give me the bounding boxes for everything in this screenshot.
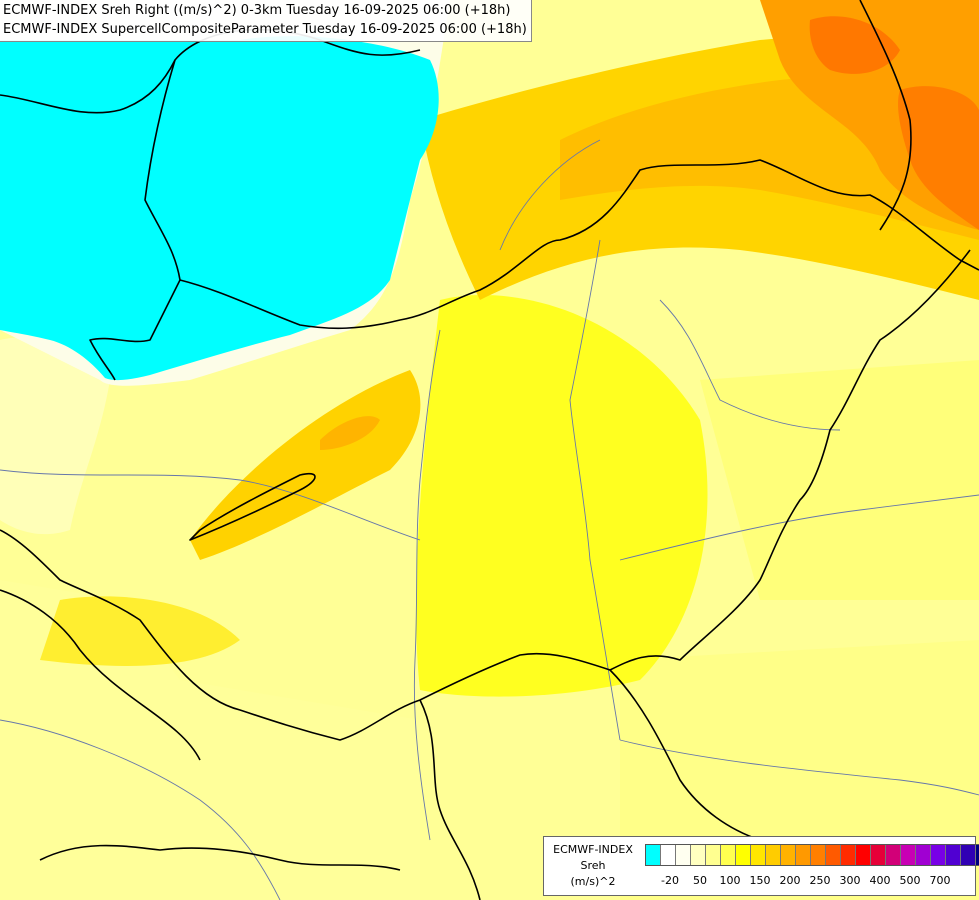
legend-swatch bbox=[811, 845, 826, 865]
west-pale-patch bbox=[0, 337, 110, 535]
map-title-line-2: ECMWF-INDEX SupercellCompositeParameter … bbox=[3, 22, 527, 37]
legend-tick-label: 400 bbox=[869, 874, 891, 887]
legend-swatch bbox=[931, 845, 946, 865]
legend-tick-label: 300 bbox=[839, 874, 861, 887]
legend-tick-label: -20 bbox=[661, 874, 679, 887]
river-west bbox=[0, 469, 421, 541]
river-northeast bbox=[659, 299, 841, 431]
sw-yellow-band bbox=[40, 596, 240, 666]
legend-swatch bbox=[721, 845, 736, 865]
border-hungary-south bbox=[0, 249, 971, 741]
legend-swatch bbox=[976, 845, 979, 865]
border-romania-south bbox=[609, 669, 761, 841]
river-north bbox=[499, 139, 601, 251]
border-slovakia bbox=[179, 159, 979, 330]
map-title-line-1: ECMWF-INDEX Sreh Right ((m/s)^2) 0-3km T… bbox=[3, 3, 511, 18]
river-tisza bbox=[569, 239, 621, 741]
se-pale-zone bbox=[620, 640, 979, 900]
river-southwest bbox=[0, 719, 281, 900]
legend-swatch bbox=[826, 845, 841, 865]
legend-variable-label: Sreh bbox=[580, 859, 606, 872]
central-yellow-field bbox=[416, 295, 708, 697]
legend-tick-label: 200 bbox=[779, 874, 801, 887]
river-east bbox=[619, 494, 979, 561]
legend-swatch bbox=[961, 845, 976, 865]
legend-swatch bbox=[736, 845, 751, 865]
legend-tick-label: 50 bbox=[693, 874, 707, 887]
map-title-box: ECMWF-INDEX Sreh Right ((m/s)^2) 0-3km T… bbox=[0, 0, 532, 42]
west-orange-fleck bbox=[320, 416, 380, 450]
rivers bbox=[0, 139, 979, 900]
river-southeast bbox=[619, 739, 979, 796]
lake-balaton bbox=[189, 472, 316, 541]
legend-swatch bbox=[676, 845, 691, 865]
legend-swatch bbox=[691, 845, 706, 865]
legend-swatch bbox=[751, 845, 766, 865]
border-serbia bbox=[419, 699, 481, 900]
legend-swatch bbox=[841, 845, 856, 865]
legend-swatch bbox=[646, 845, 661, 865]
color-legend: ECMWF-INDEX Sreh (m/s)^2 -20 50 100 150 200 2… bbox=[543, 836, 979, 896]
legend-tick-label: 150 bbox=[749, 874, 771, 887]
legend-swatch bbox=[886, 845, 901, 865]
border-north-west bbox=[0, 28, 421, 114]
legend-swatch bbox=[901, 845, 916, 865]
legend-swatch bbox=[946, 845, 961, 865]
legend-swatch bbox=[781, 845, 796, 865]
east-deep-orange-spot bbox=[898, 86, 979, 230]
legend-swatch bbox=[916, 845, 931, 865]
legend-swatch bbox=[856, 845, 871, 865]
legend-swatch bbox=[766, 845, 781, 865]
border-ukraine bbox=[859, 0, 912, 231]
ne-deep-orange-spot bbox=[809, 16, 900, 74]
legend-tick-label: 500 bbox=[899, 874, 921, 887]
legend-swatches bbox=[645, 844, 979, 866]
border-croatia bbox=[0, 589, 201, 761]
legend-tick-label: 100 bbox=[719, 874, 741, 887]
border-bosnia bbox=[39, 844, 401, 871]
legend-unit-label: (m/s)^2 bbox=[570, 875, 616, 888]
legend-swatch bbox=[871, 845, 886, 865]
legend-tick-label: 700 bbox=[929, 874, 951, 887]
legend-tick-label: 250 bbox=[809, 874, 831, 887]
river-danube bbox=[413, 329, 441, 841]
legend-swatch bbox=[706, 845, 721, 865]
legend-ticks: -20 50 100 150 200 250 300 400 500 700 bbox=[645, 874, 975, 890]
cyan-negative-region bbox=[0, 36, 439, 381]
legend-swatch bbox=[661, 845, 676, 865]
legend-model-label: ECMWF-INDEX bbox=[553, 843, 633, 856]
legend-swatch bbox=[796, 845, 811, 865]
border-austria bbox=[89, 59, 181, 381]
